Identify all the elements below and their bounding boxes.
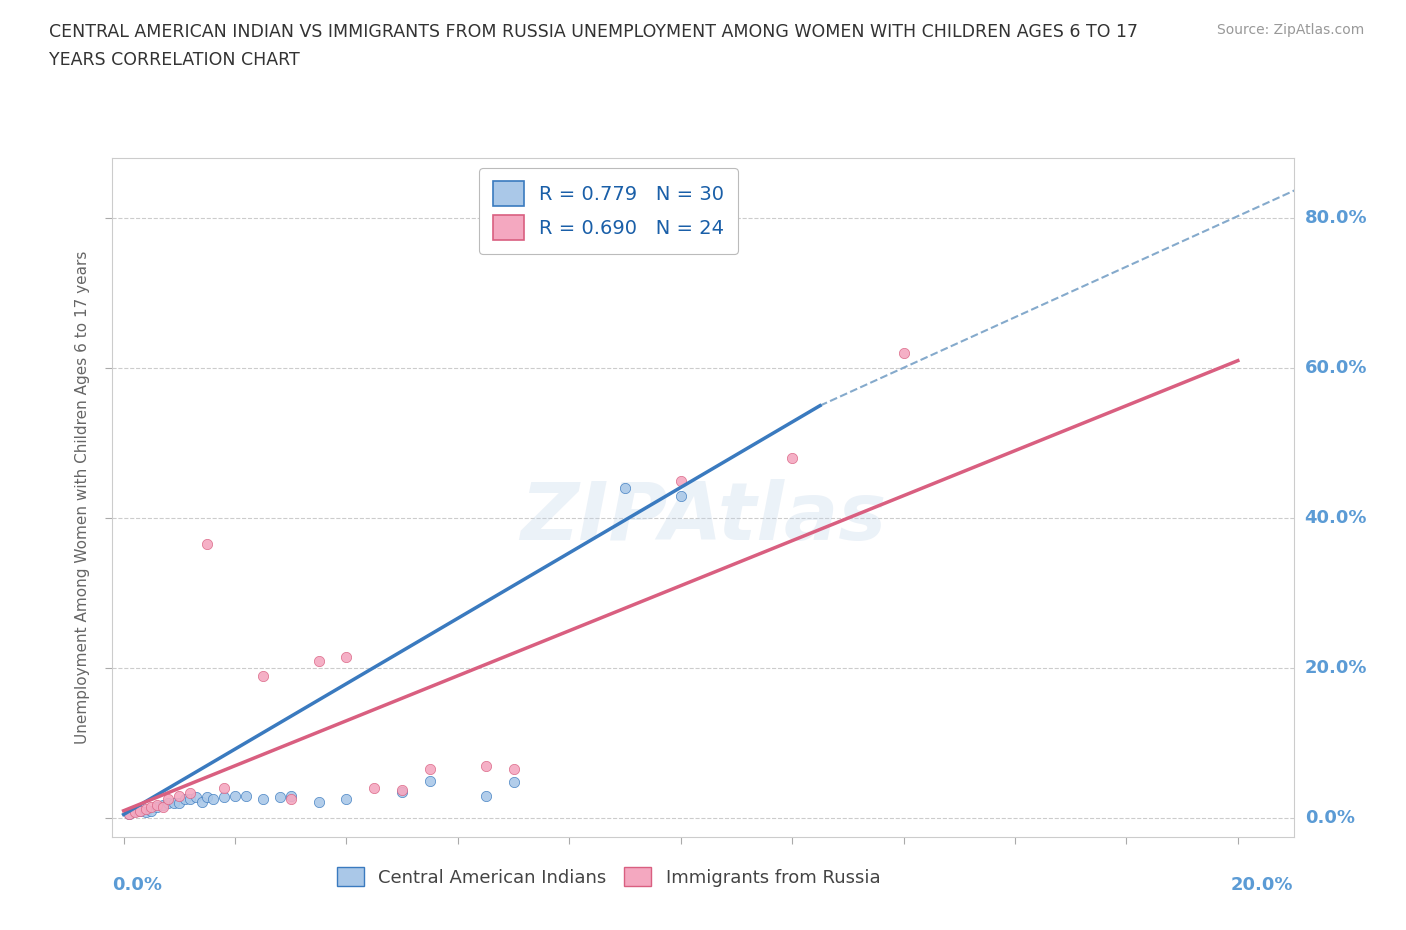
Point xyxy=(252,792,274,807)
Point xyxy=(893,346,915,361)
Text: ZIPAtlas: ZIPAtlas xyxy=(520,479,886,557)
Point xyxy=(280,789,302,804)
Text: 40.0%: 40.0% xyxy=(1305,510,1367,527)
Point xyxy=(669,473,692,488)
Point xyxy=(308,794,330,809)
Text: 0.0%: 0.0% xyxy=(112,876,163,894)
Text: 60.0%: 60.0% xyxy=(1305,359,1367,378)
Point xyxy=(212,781,235,796)
Point xyxy=(179,786,201,801)
Text: Source: ZipAtlas.com: Source: ZipAtlas.com xyxy=(1216,23,1364,37)
Point xyxy=(141,800,163,815)
Point xyxy=(224,789,246,804)
Point xyxy=(169,789,191,804)
Text: 20.0%: 20.0% xyxy=(1305,659,1367,677)
Point xyxy=(419,774,441,789)
Point xyxy=(252,669,274,684)
Point xyxy=(129,804,152,818)
Point xyxy=(146,800,169,815)
Text: YEARS CORRELATION CHART: YEARS CORRELATION CHART xyxy=(49,51,299,69)
Point xyxy=(391,785,413,800)
Point xyxy=(118,807,141,822)
Point xyxy=(280,792,302,807)
Y-axis label: Unemployment Among Women with Children Ages 6 to 17 years: Unemployment Among Women with Children A… xyxy=(75,251,90,744)
Point xyxy=(212,790,235,804)
Point xyxy=(474,789,496,804)
Point xyxy=(474,758,496,773)
Point xyxy=(269,790,291,804)
Point xyxy=(157,796,180,811)
Point xyxy=(179,792,201,807)
Point xyxy=(129,804,152,818)
Point xyxy=(157,792,180,807)
Text: CENTRAL AMERICAN INDIAN VS IMMIGRANTS FROM RUSSIA UNEMPLOYMENT AMONG WOMEN WITH : CENTRAL AMERICAN INDIAN VS IMMIGRANTS FR… xyxy=(49,23,1139,41)
Point xyxy=(391,782,413,797)
Point xyxy=(141,804,163,818)
Point xyxy=(335,649,357,664)
Point xyxy=(308,653,330,668)
Text: 20.0%: 20.0% xyxy=(1232,876,1294,894)
Point xyxy=(169,796,191,811)
Text: 0.0%: 0.0% xyxy=(1305,809,1354,828)
Point xyxy=(419,762,441,777)
Legend: Central American Indians, Immigrants from Russia: Central American Indians, Immigrants fro… xyxy=(328,858,890,896)
Point xyxy=(195,537,218,551)
Point xyxy=(780,451,803,466)
Point xyxy=(335,792,357,807)
Point xyxy=(190,794,212,809)
Point xyxy=(201,792,224,807)
Point xyxy=(502,775,524,790)
Point xyxy=(363,781,385,796)
Point xyxy=(669,488,692,503)
Point xyxy=(118,807,141,822)
Point xyxy=(163,796,186,811)
Point xyxy=(174,792,197,807)
Text: 80.0%: 80.0% xyxy=(1305,209,1367,227)
Point xyxy=(146,797,169,812)
Point xyxy=(124,804,146,819)
Point xyxy=(152,800,174,815)
Point xyxy=(184,790,207,804)
Point xyxy=(152,797,174,812)
Point xyxy=(235,789,257,804)
Point xyxy=(124,804,146,818)
Point xyxy=(195,790,218,804)
Point xyxy=(135,804,157,819)
Point xyxy=(614,481,637,496)
Point xyxy=(502,762,524,777)
Point xyxy=(135,802,157,817)
